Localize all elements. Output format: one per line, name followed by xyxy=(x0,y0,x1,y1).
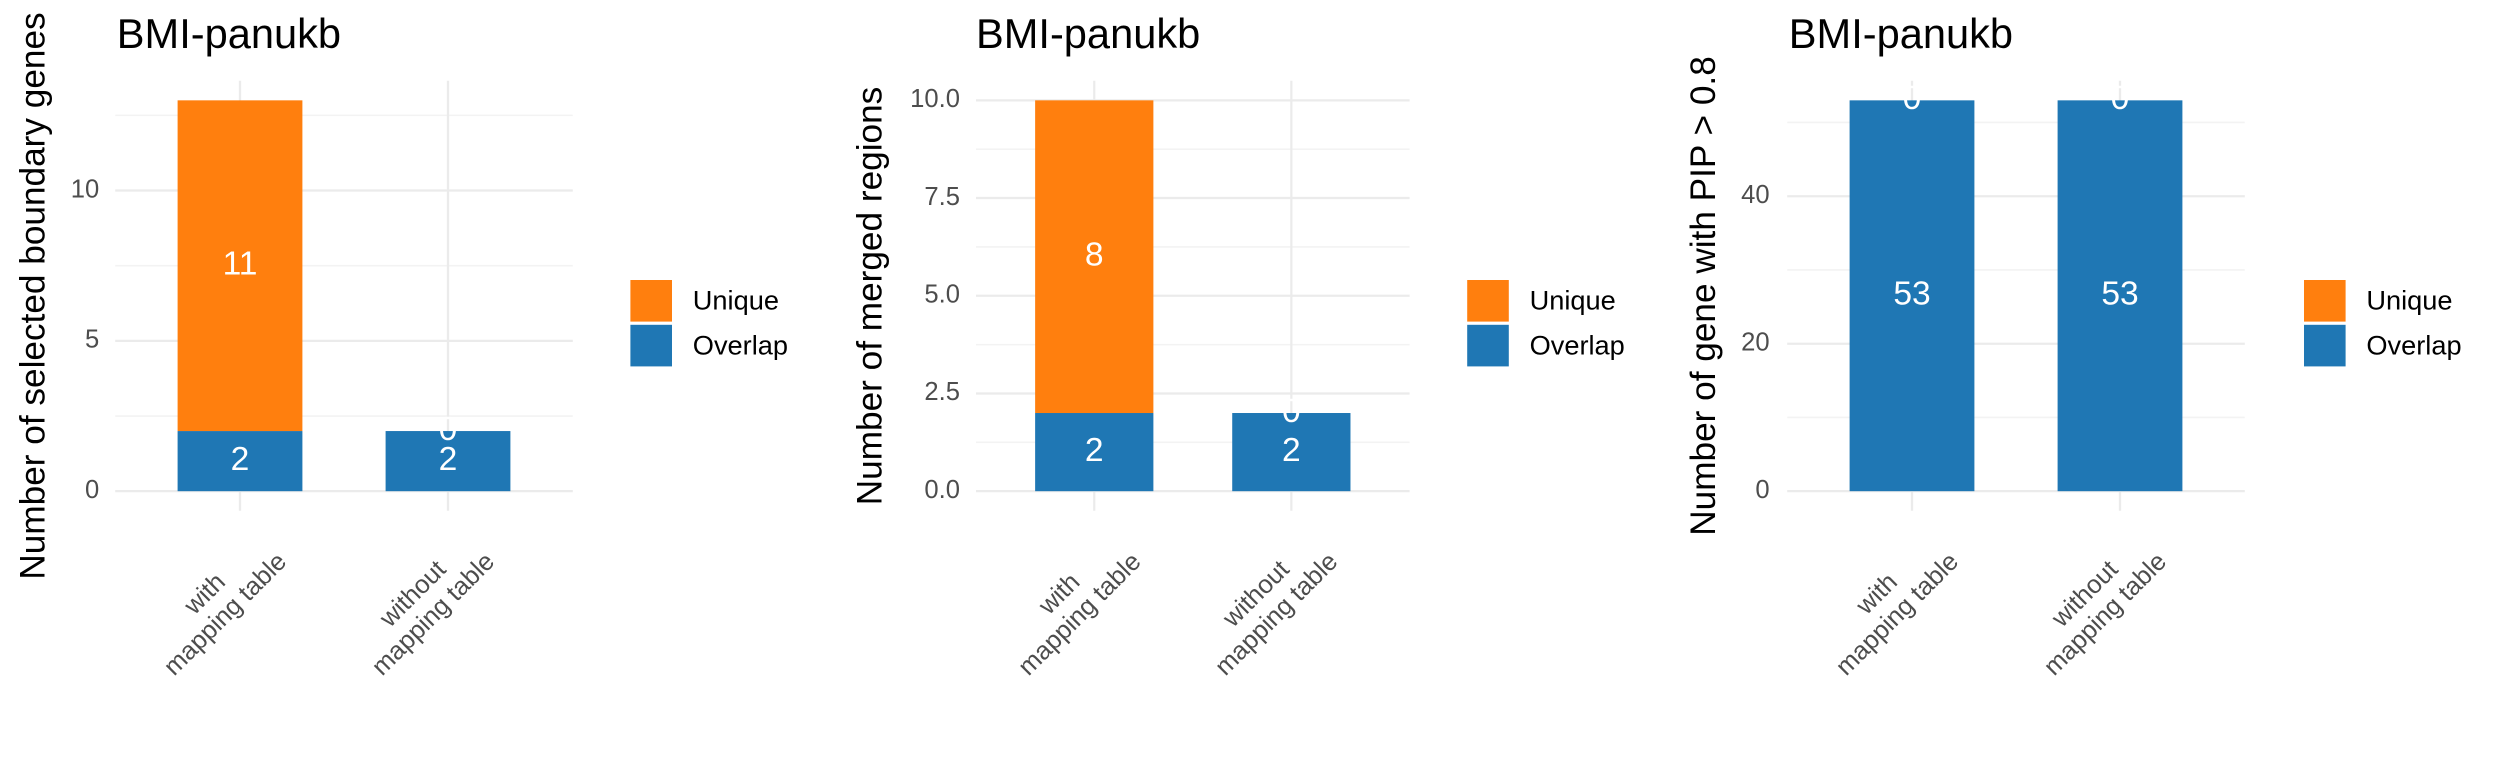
y-tick-label: 2.5 xyxy=(924,378,960,406)
y-tick-label: 7.5 xyxy=(924,183,960,211)
legend-label: Unique xyxy=(693,285,779,316)
value-label: 8 xyxy=(1085,237,1104,274)
value-label: 53 xyxy=(2101,276,2138,313)
y-tick-label: 5 xyxy=(85,326,99,354)
legend-swatch xyxy=(2304,324,2346,367)
chart-title: BMI-panukb xyxy=(117,10,341,57)
bar-segment xyxy=(385,431,511,492)
value-label: 0 xyxy=(2111,80,2130,117)
y-tick-label: 10.0 xyxy=(910,85,960,113)
value-label: 0 xyxy=(439,411,458,448)
legend-label: Unique xyxy=(1530,285,1616,316)
y-tick-label: 5.0 xyxy=(924,281,960,309)
value-label: 0 xyxy=(1282,393,1301,430)
legend-swatch xyxy=(1467,280,1509,322)
value-label: 2 xyxy=(1282,432,1301,469)
bar-segment xyxy=(177,431,303,492)
y-tick-label: 0 xyxy=(1755,476,1769,504)
bar-segment xyxy=(1232,413,1351,492)
legend-label: Overlap xyxy=(1530,329,1625,360)
value-label: 53 xyxy=(1893,276,1930,313)
legend-label: Overlap xyxy=(693,329,788,360)
y-axis-label: Number of selected boundary genes xyxy=(13,12,52,579)
value-label: 11 xyxy=(223,246,258,283)
legend-label: Unique xyxy=(2366,285,2452,316)
bar-segment xyxy=(1849,100,1975,492)
bar-segment xyxy=(1035,413,1154,492)
chart-title: BMI-panukb xyxy=(976,10,1200,57)
y-tick-label: 0 xyxy=(85,476,99,504)
legend-swatch xyxy=(1467,324,1509,367)
bar-segment xyxy=(177,100,303,432)
legend-swatch xyxy=(2304,280,2346,322)
y-axis-label: Number of gene with PIP > 0.8 xyxy=(1684,56,1723,536)
chart-title: BMI-panukb xyxy=(1789,10,2013,57)
y-axis-label: Number of merged regions xyxy=(850,87,889,506)
legend-swatch xyxy=(630,324,672,367)
y-tick-label: 10 xyxy=(71,175,99,203)
value-label: 0 xyxy=(1903,80,1922,117)
legend-swatch xyxy=(630,280,672,322)
y-tick-label: 40 xyxy=(1741,181,1769,209)
bar-segment xyxy=(1035,100,1154,414)
value-label: 2 xyxy=(439,441,458,478)
y-tick-label: 20 xyxy=(1741,328,1769,356)
y-tick-label: 0.0 xyxy=(924,476,960,504)
value-label: 2 xyxy=(1085,432,1104,469)
value-label: 2 xyxy=(231,441,250,478)
legend-label: Overlap xyxy=(2366,329,2461,360)
bar-segment xyxy=(2057,100,2183,492)
